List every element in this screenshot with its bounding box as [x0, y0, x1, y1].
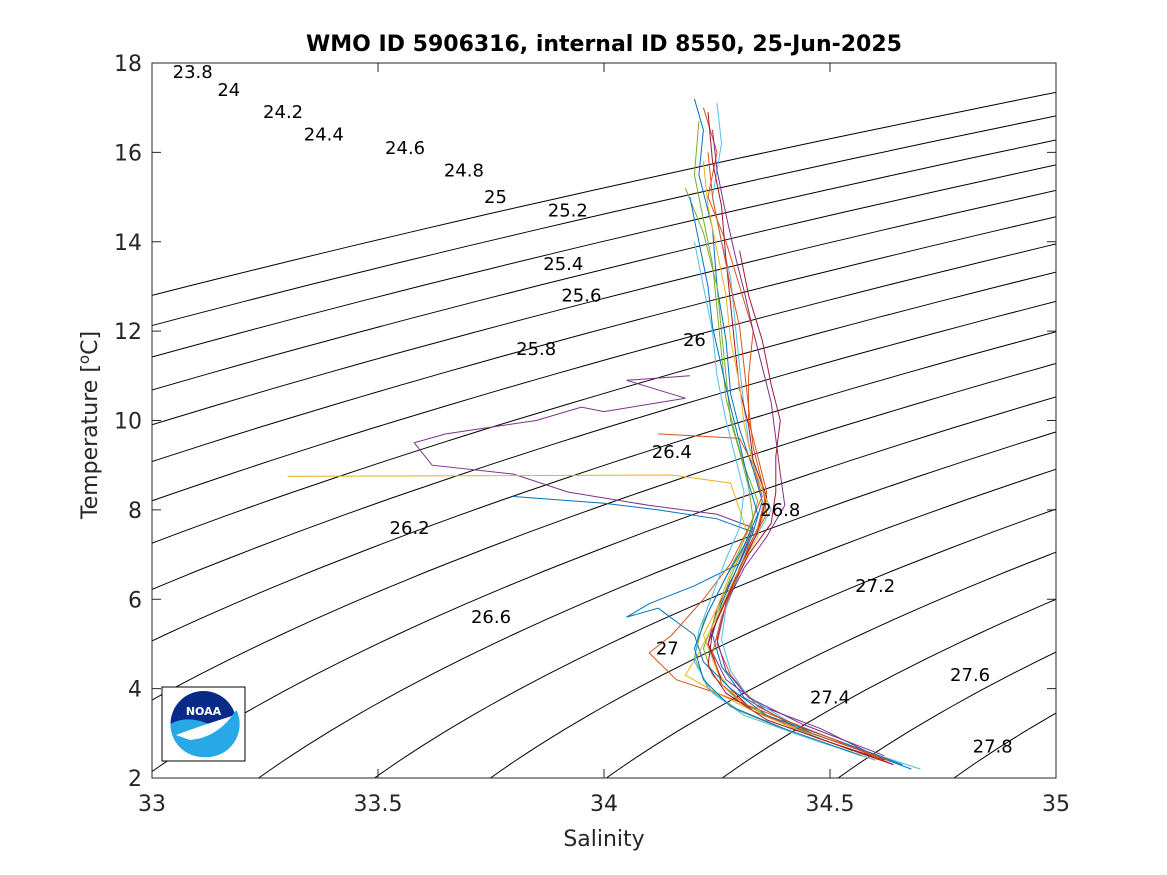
contour-label: 27.6: [950, 665, 990, 686]
x-axis-label: Salinity: [563, 827, 644, 852]
density-contour: [152, 216, 1056, 463]
density-contour: [606, 551, 1056, 778]
y-tick-label: 6: [128, 588, 142, 613]
density-contour: [152, 300, 1056, 590]
y-tick-label: 8: [128, 499, 142, 524]
y-tick-label: 14: [114, 231, 142, 256]
contour-label: 25.6: [561, 285, 601, 306]
contour-label: 24: [217, 80, 240, 101]
contour-label: 25.2: [548, 201, 588, 222]
contour-label: 24.2: [263, 102, 303, 123]
chart-title: WMO ID 5906316, internal ID 8550, 25-Jun…: [306, 32, 902, 57]
contour-label: 27.4: [810, 688, 850, 709]
x-tick-label: 33.5: [354, 792, 403, 817]
contour-label: 24.6: [385, 138, 425, 159]
profile-line: [707, 250, 894, 766]
svg-text:NOAA: NOAA: [186, 705, 222, 718]
profile-line: [413, 375, 885, 761]
contour-label: 26.2: [390, 518, 430, 539]
contour-label: 27.8: [973, 737, 1013, 758]
profile-line: [712, 129, 885, 757]
y-tick-label: 4: [128, 678, 142, 703]
density-contour: [152, 271, 1056, 544]
contour-label: 26.8: [760, 500, 800, 521]
contour-label: 24.8: [444, 160, 484, 181]
contour-label: 25: [484, 187, 507, 208]
contour-label: 26: [683, 330, 706, 351]
density-contour: [152, 115, 1056, 327]
density-contour: [152, 396, 1056, 773]
density-contour: [152, 189, 1056, 426]
density-contour: [258, 431, 1056, 778]
contour-label: 23.8: [173, 62, 213, 83]
y-tick-label: 2: [128, 767, 142, 792]
density-contour: [152, 91, 1056, 296]
profile-line: [684, 161, 880, 761]
contour-label: 25.8: [516, 339, 556, 360]
y-tick-label: 16: [114, 141, 142, 166]
profile-line: [684, 187, 876, 761]
noaa-logo: NOAA: [161, 686, 246, 762]
profile-line: [702, 107, 889, 761]
profile-lines: [287, 98, 921, 770]
profile-line: [513, 496, 903, 766]
contour-label: 26.4: [652, 442, 692, 463]
contour-label: 26.6: [471, 607, 511, 628]
density-contour: [152, 139, 1056, 358]
density-contour: [152, 164, 1056, 391]
y-tick-label: 10: [114, 410, 142, 435]
y-tick-label: 18: [114, 52, 142, 77]
y-axis-label-unit: C]: [78, 331, 103, 355]
y-tick-label: 12: [114, 320, 142, 345]
contour-label: 24.4: [304, 125, 344, 146]
y-axis-label: Temperature [oC]: [75, 331, 103, 520]
density-contour: [152, 363, 1056, 701]
contour-label: 27: [656, 638, 679, 659]
x-tick-label: 33: [138, 792, 166, 817]
density-contour: [374, 468, 1056, 778]
contour-label: 27.2: [855, 576, 895, 597]
density-contour: [721, 598, 1056, 778]
contour-label: 25.4: [543, 254, 583, 275]
profile-line: [707, 152, 889, 761]
density-contour: [152, 243, 1056, 502]
x-tick-label: 34.5: [806, 792, 855, 817]
density-contour-labels: 23.824 24.224.4 24.6 24.825 25.2 25.4 25.6 25.8…: [173, 62, 1013, 758]
x-tick-label: 34: [590, 792, 618, 817]
y-axis-label-superscript: o: [75, 355, 93, 364]
x-tick-label: 35: [1042, 792, 1070, 817]
profile-line: [689, 197, 862, 757]
density-contour: [837, 651, 1056, 778]
y-axis-label-main: Temperature [: [78, 364, 103, 520]
